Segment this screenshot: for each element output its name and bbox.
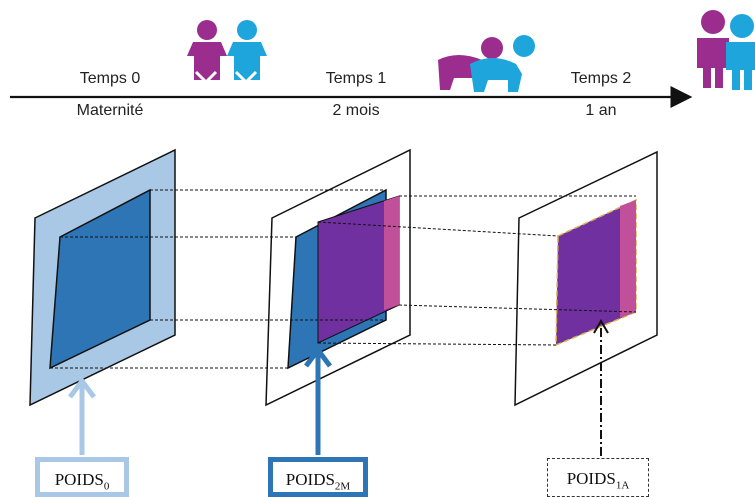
outer-plane-2-months (265, 148, 411, 407)
poids-0-subscript: 0 (103, 480, 110, 493)
poids-0-label: POIDS (54, 470, 104, 489)
children-icon (697, 10, 755, 90)
arrow-poids-2m (304, 345, 332, 455)
poids-2m-box: POIDS2M (268, 457, 368, 497)
time-2-label: Temps 2 (570, 70, 632, 87)
time-2-sublabel: 1 an (585, 102, 617, 119)
projection-lines (50, 189, 637, 369)
arrow-poids-1a (593, 319, 609, 456)
poids-1a-subscript: 1A (615, 479, 630, 492)
poids-2m-subscript: 2M (334, 480, 351, 493)
panel-1-year (514, 150, 658, 407)
weight-gain-1-year (620, 200, 636, 318)
babies-icon (187, 20, 267, 85)
time-1-label: Temps 1 (325, 70, 387, 87)
outer-plane-1-year (514, 150, 658, 407)
arrow-poids-0 (68, 376, 96, 455)
poids-1a-box: POIDS1A (547, 458, 649, 497)
crawling-babies-icon (438, 35, 535, 92)
time-0-label: Temps 0 (79, 70, 141, 87)
poids-1a-label: POIDS (566, 469, 616, 488)
weight-gain-2-months (384, 196, 399, 310)
time-1-sublabel: 2 mois (332, 102, 380, 119)
inner-weight-1-year (555, 198, 637, 347)
poids-0-box: POIDS0 (35, 457, 129, 497)
time-0-sublabel: Maternité (76, 102, 144, 119)
poids-2m-label: POIDS (285, 470, 335, 489)
panel-birth (29, 148, 176, 407)
panel-2-months (265, 148, 411, 407)
